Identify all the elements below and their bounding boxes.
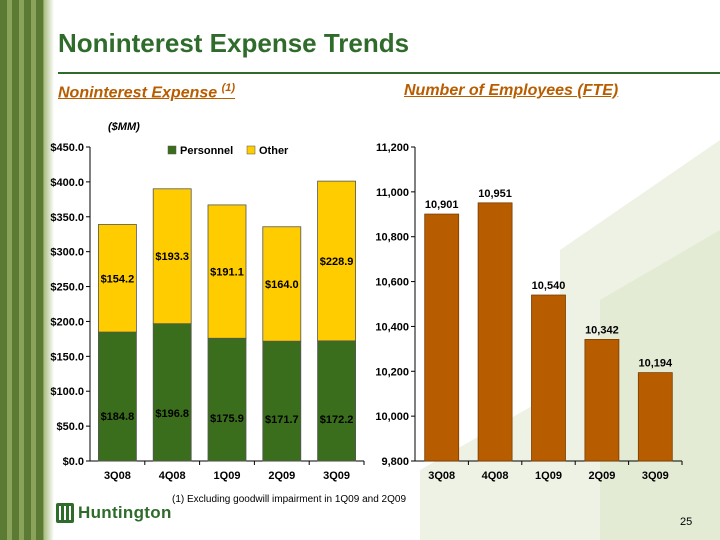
right-y-tick-label: 10,600	[375, 277, 409, 289]
left-y-tick-label: $400.0	[50, 177, 84, 189]
left-x-tick-label: 3Q08	[104, 470, 131, 482]
personnel-bar-segment	[152, 323, 192, 462]
fte-bar	[584, 339, 620, 462]
left-y-tick-label: $100.0	[50, 386, 84, 398]
other-data-label: $193.3	[155, 251, 189, 263]
right-x-tick-label: 1Q09	[535, 470, 562, 482]
fte-bar	[477, 202, 513, 462]
left-y-tick-label: $200.0	[50, 316, 84, 328]
left-chart-subtitle-text: Noninterest Expense	[58, 84, 218, 102]
right-y-tick-label: 11,200	[376, 142, 409, 154]
fte-data-label: 10,951	[478, 188, 512, 200]
legend-personnel-label: Personnel	[180, 145, 233, 157]
right-y-tick-label: 10,800	[375, 232, 409, 244]
left-x-tick-label: 3Q09	[323, 470, 350, 482]
left-x-tick-label: 2Q09	[268, 470, 295, 482]
left-y-tick-label: $0.0	[63, 456, 84, 468]
huntington-logo-text: Huntington	[78, 503, 172, 522]
right-y-tick-label: 10,000	[375, 411, 409, 423]
left-x-tick-label: 1Q09	[214, 470, 241, 482]
left-chart-units: ($MM)	[108, 121, 140, 133]
fte-bar	[424, 213, 460, 462]
other-data-label: $154.2	[101, 273, 135, 285]
fte-data-label: 10,901	[425, 199, 459, 211]
left-y-tick-label: $350.0	[50, 212, 84, 224]
slide-title: Noninterest Expense Trends	[58, 28, 410, 58]
huntington-logo: Huntington	[56, 503, 172, 523]
legend-personnel-swatch	[167, 145, 177, 155]
fte-data-label: 10,540	[532, 280, 566, 292]
left-chart-subtitle-footnote-ref: (1)	[221, 82, 236, 94]
left-stripe-decoration	[0, 0, 44, 540]
personnel-bar-segment	[207, 337, 247, 462]
legend-other-label: Other	[259, 145, 289, 157]
right-x-tick-label: 3Q09	[642, 470, 669, 482]
personnel-data-label: $172.2	[320, 414, 354, 426]
other-bar-segment	[317, 180, 357, 342]
other-data-label: $164.0	[265, 279, 299, 291]
other-bar-segment	[152, 188, 192, 325]
left-stripe-fade	[44, 0, 54, 540]
other-bar-segment	[207, 204, 247, 339]
left-y-tick-label: $50.0	[56, 421, 84, 433]
other-bar-segment	[262, 226, 302, 342]
left-x-tick-label: 4Q08	[159, 470, 186, 482]
left-chart-subtitle: Noninterest Expense (1)	[58, 82, 235, 102]
right-y-tick-label: 9,800	[381, 456, 409, 468]
personnel-bar-segment	[317, 340, 357, 462]
personnel-bar-segment	[262, 340, 302, 462]
title-divider	[58, 72, 720, 74]
fte-bar	[531, 294, 566, 462]
huntington-logo-icon	[56, 503, 74, 523]
fte-data-label: 10,194	[638, 358, 673, 370]
other-bar-segment	[98, 224, 137, 333]
right-y-tick-label: 10,400	[375, 321, 409, 333]
left-y-tick-label: $250.0	[50, 282, 84, 294]
personnel-data-label: $171.7	[265, 414, 299, 426]
other-data-label: $228.9	[320, 256, 354, 268]
right-x-tick-label: 3Q08	[428, 470, 455, 482]
page-number: 25	[680, 516, 693, 528]
personnel-data-label: $175.9	[210, 413, 244, 425]
left-y-tick-label: $150.0	[50, 351, 84, 363]
right-y-tick-label: 11,000	[376, 187, 409, 199]
right-y-tick-label: 10,200	[375, 366, 409, 378]
left-y-tick-label: $450.0	[50, 142, 84, 154]
fte-bar	[637, 372, 673, 462]
personnel-data-label: $196.8	[155, 408, 189, 420]
right-x-tick-label: 2Q09	[588, 470, 615, 482]
legend-other-swatch	[246, 145, 256, 155]
left-y-tick-label: $300.0	[50, 247, 84, 259]
right-x-tick-label: 4Q08	[482, 470, 509, 482]
personnel-data-label: $184.8	[101, 411, 135, 423]
footnote: (1) Excluding goodwill impairment in 1Q0…	[172, 494, 407, 505]
fte-data-label: 10,342	[585, 324, 619, 336]
other-data-label: $191.1	[210, 267, 244, 279]
right-chart-subtitle: Number of Employees (FTE)	[404, 82, 619, 99]
